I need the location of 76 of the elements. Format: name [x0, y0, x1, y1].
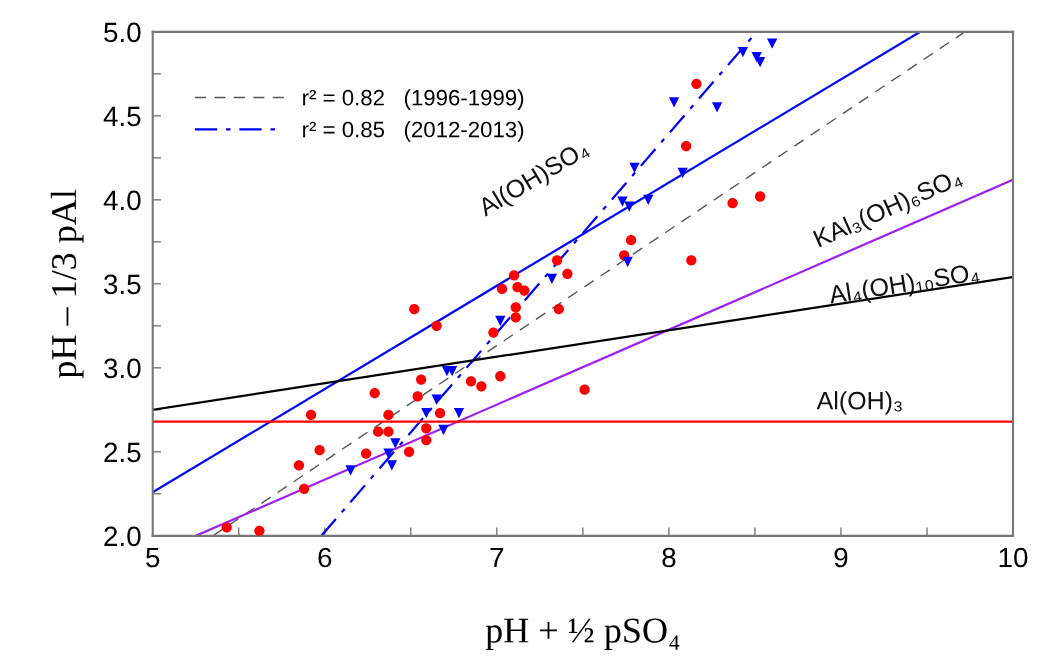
point	[438, 424, 449, 436]
point	[465, 376, 477, 387]
point	[488, 327, 499, 338]
y-tick-label: 2.5	[104, 442, 141, 463]
point	[510, 312, 521, 323]
point	[421, 423, 432, 434]
point	[431, 320, 442, 332]
point	[508, 270, 520, 281]
x-tick-label: 7	[490, 547, 504, 568]
point	[360, 448, 372, 459]
point	[386, 460, 398, 471]
y-tick-label: 3.5	[104, 274, 141, 295]
point	[754, 191, 766, 202]
legend-label: r² = 0.85 (2012-2013)	[303, 121, 524, 142]
point	[643, 194, 654, 206]
point	[668, 97, 680, 108]
annotation: Al(OH)₃	[816, 391, 902, 415]
y-tick-label: 4.0	[103, 190, 141, 211]
point	[421, 434, 432, 446]
point	[680, 140, 692, 152]
point	[314, 445, 325, 456]
y-tick-label: 5.0	[104, 22, 141, 43]
point	[412, 391, 423, 402]
point	[546, 273, 558, 284]
point	[686, 255, 697, 266]
point	[519, 285, 530, 296]
point	[415, 374, 427, 385]
y-tick-label: 4.5	[103, 106, 141, 127]
point	[345, 465, 356, 476]
point	[551, 255, 563, 266]
point	[369, 387, 380, 399]
point	[622, 256, 633, 268]
point	[727, 198, 738, 209]
point	[677, 167, 688, 179]
point	[293, 460, 305, 471]
legend-label: r² = 0.82 (1996-1999)	[303, 89, 524, 110]
annotation: Al₄(OH)₁₀SO₄	[827, 262, 981, 309]
point	[372, 426, 384, 437]
x-tick-label: 5	[146, 547, 160, 568]
point	[409, 303, 420, 315]
y-tick-label: 3.0	[104, 358, 141, 379]
point	[390, 438, 401, 449]
point	[510, 302, 521, 313]
point	[305, 409, 317, 421]
point	[691, 78, 702, 90]
x-tick-label: 6	[318, 547, 332, 568]
point	[737, 46, 749, 58]
point	[766, 38, 778, 49]
point	[476, 381, 487, 392]
point	[553, 303, 564, 315]
x-tick-label: 8	[662, 547, 676, 568]
x-axis-title: pH + ½ pSO₄	[485, 618, 680, 651]
point	[629, 162, 640, 174]
point	[434, 408, 446, 419]
point	[624, 201, 635, 212]
y-tick-label: 2.0	[104, 526, 141, 547]
point	[625, 235, 637, 246]
point	[254, 525, 265, 536]
point	[562, 268, 573, 279]
point	[431, 394, 442, 405]
y-axis-title: pH – 1/3 pAl	[50, 189, 84, 379]
point	[453, 408, 465, 419]
point	[711, 102, 723, 113]
point	[383, 448, 394, 459]
point	[221, 522, 232, 533]
point	[496, 283, 508, 295]
point	[421, 408, 432, 419]
point	[403, 446, 415, 457]
point	[617, 196, 628, 207]
point	[383, 426, 394, 437]
point	[383, 409, 394, 421]
point	[579, 384, 590, 395]
point	[298, 483, 310, 494]
x-tick-label: 9	[834, 547, 848, 568]
x-tick-label: 10	[999, 547, 1028, 568]
point	[495, 371, 506, 382]
